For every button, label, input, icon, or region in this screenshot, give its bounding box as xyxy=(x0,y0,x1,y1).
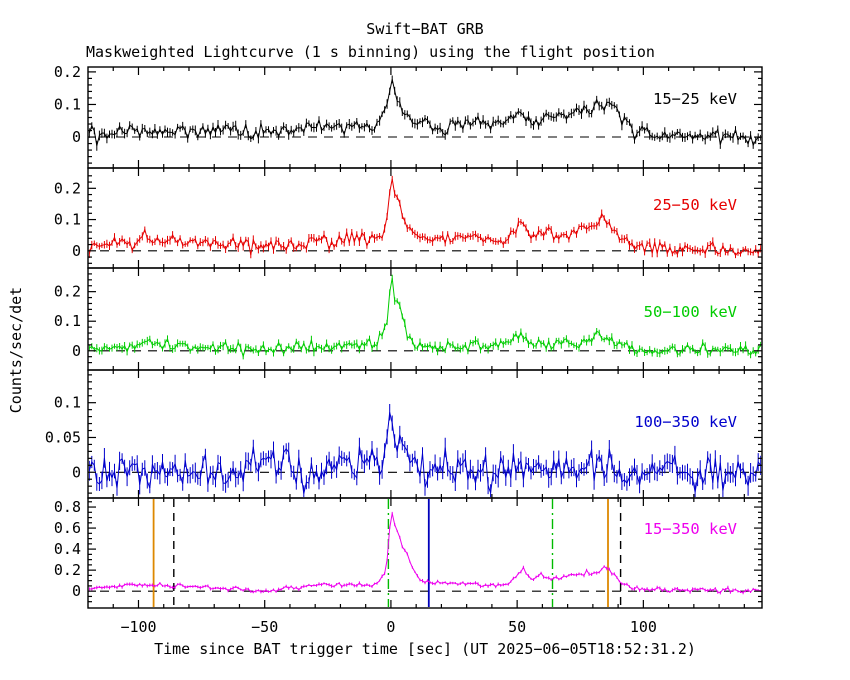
y-tick-label: 0.2 xyxy=(54,561,81,579)
errorbars-15-25-keV xyxy=(89,75,761,151)
y-tick-label: 0 xyxy=(72,582,81,600)
axis-ticks xyxy=(88,168,762,268)
panel-100-350-keV: 0 0.05 0.1 100−350 keV xyxy=(45,369,763,499)
panel-50-100-keV: 0 0.1 0.2 50−100 keV xyxy=(54,267,763,371)
x-tick-label: −50 xyxy=(251,618,278,636)
x-axis-label: Time since BAT trigger time [sec] (UT 20… xyxy=(154,640,696,658)
figure-title: Swift−BAT GRB xyxy=(366,20,484,38)
y-tick-label: 0 xyxy=(72,128,81,146)
y-tick-label: 0.2 xyxy=(54,283,81,301)
panel-15-25-keV: 0 0.1 0.2 15−25 keV xyxy=(54,63,763,169)
y-tick-label: 0.6 xyxy=(54,519,81,537)
panel-25-50-keV: 0 0.1 0.2 25−50 keV xyxy=(54,167,763,269)
lightcurve-50-100-keV xyxy=(89,278,761,359)
lightcurve-25-50-keV xyxy=(89,178,761,257)
y-tick-label: 0.1 xyxy=(54,211,81,229)
y-tick-label: 0 xyxy=(72,342,81,360)
lightcurve-15-25-keV xyxy=(89,79,761,147)
legend-100-350-keV: 100−350 keV xyxy=(634,413,737,431)
legend-25-50-keV: 25−50 keV xyxy=(653,196,737,214)
y-tick-label: 0 xyxy=(72,463,81,481)
y-tick-label: 0.1 xyxy=(54,394,81,412)
y-tick-label: 0.2 xyxy=(54,63,81,81)
legend-15-350-keV: 15−350 keV xyxy=(644,520,737,538)
panel-frame xyxy=(87,497,763,609)
legend-15-25-keV: 15−25 keV xyxy=(653,90,737,108)
y-tick-label: 0.1 xyxy=(54,312,81,330)
panel-frame xyxy=(87,369,763,499)
y-tick-label: 0.2 xyxy=(54,179,81,197)
errorbars-25-50-keV xyxy=(89,175,761,259)
panel-frame xyxy=(87,167,763,269)
axis-ticks xyxy=(88,370,762,498)
lightcurve-15-350-keV xyxy=(89,513,761,594)
legend-50-100-keV: 50−100 keV xyxy=(644,303,737,321)
axis-ticks xyxy=(88,268,762,370)
y-tick-label: 0 xyxy=(72,242,81,260)
y-tick-label: 0.8 xyxy=(54,498,81,516)
x-tick-label: 100 xyxy=(630,618,657,636)
y-tick-label: 0.05 xyxy=(45,429,81,447)
y-tick-label: 0.4 xyxy=(54,540,81,558)
y-tick-label: 0.1 xyxy=(54,96,81,114)
y-axis-label: Counts/sec/det xyxy=(7,286,25,414)
lightcurve-100-350-keV xyxy=(89,412,761,494)
figure-subtitle: Maskweighted Lightcurve (1 s binning) us… xyxy=(86,43,655,61)
x-tick-label: 50 xyxy=(508,618,526,636)
axis-ticks xyxy=(88,498,762,608)
panel-15-350-keV: 0 0.2 0.4 0.6 0.8 15−350 keV xyxy=(54,497,763,609)
x-tick-label: −100 xyxy=(120,618,156,636)
x-tick-label: 0 xyxy=(386,618,395,636)
